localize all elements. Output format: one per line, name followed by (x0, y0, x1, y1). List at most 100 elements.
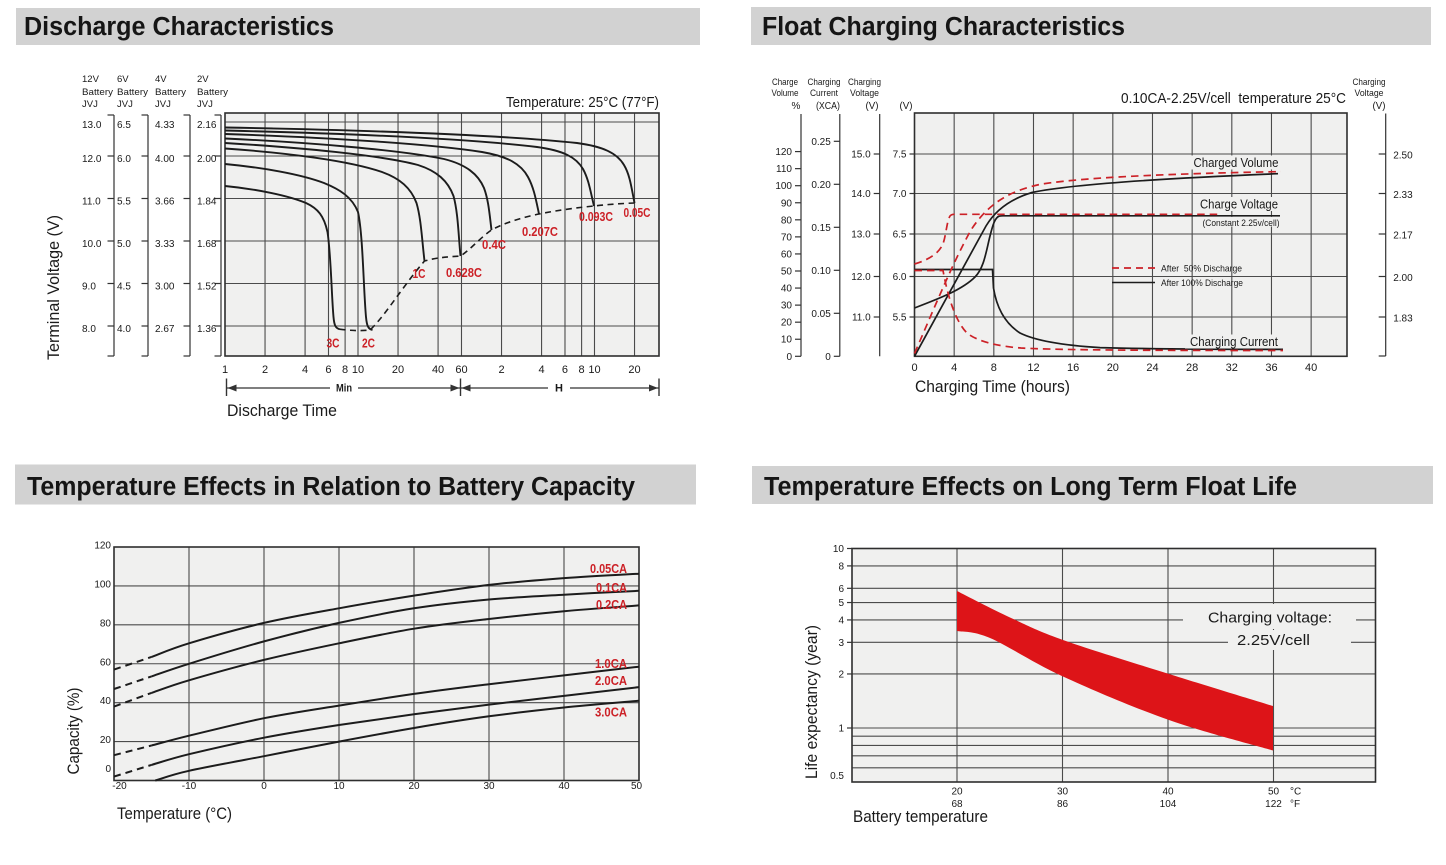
svg-text:Charge Voltage: Charge Voltage (1200, 197, 1278, 212)
svg-text:2C: 2C (362, 336, 375, 351)
svg-text:H: H (555, 383, 563, 395)
svg-text:24: 24 (1146, 362, 1158, 374)
svg-text:4.33: 4.33 (155, 120, 175, 131)
svg-text:5.0: 5.0 (117, 239, 131, 250)
svg-text:(XCA): (XCA) (816, 101, 840, 112)
svg-text:0.093C: 0.093C (579, 209, 613, 224)
svg-text:10: 10 (588, 364, 600, 376)
svg-text:80: 80 (100, 618, 112, 629)
svg-text:5: 5 (838, 598, 844, 609)
svg-text:Battery: Battery (155, 87, 186, 98)
svg-text:4: 4 (951, 362, 957, 374)
svg-text:5.5: 5.5 (117, 197, 131, 208)
svg-text:2V: 2V (197, 74, 209, 85)
svg-text:0.20: 0.20 (811, 180, 831, 191)
svg-text:Charge: Charge (772, 77, 798, 88)
svg-text:2.00: 2.00 (1393, 273, 1413, 284)
svg-text:9.0: 9.0 (82, 282, 96, 293)
svg-text:15.0: 15.0 (851, 150, 871, 161)
svg-text:-20: -20 (112, 781, 127, 792)
svg-text:13.0: 13.0 (851, 230, 871, 241)
svg-text:0.628C: 0.628C (446, 265, 483, 280)
svg-text:Min: Min (336, 383, 352, 395)
svg-text:Charging Time (hours): Charging Time (hours) (915, 377, 1070, 396)
svg-text:16: 16 (1067, 362, 1079, 374)
svg-text:4.00: 4.00 (155, 154, 175, 165)
svg-text:0.4C: 0.4C (482, 237, 507, 252)
svg-text:28: 28 (1186, 362, 1198, 374)
svg-text:10: 10 (352, 364, 364, 376)
svg-text:2.33: 2.33 (1393, 190, 1413, 201)
svg-text:30: 30 (781, 301, 793, 312)
svg-text:Life expectancy (year): Life expectancy (year) (803, 625, 821, 779)
svg-text:6: 6 (562, 364, 568, 376)
svg-text:Voltage: Voltage (850, 88, 879, 99)
svg-text:2.50: 2.50 (1393, 151, 1413, 162)
svg-text:4: 4 (302, 364, 308, 376)
svg-text:Battery: Battery (82, 87, 113, 98)
svg-text:11.0: 11.0 (82, 197, 101, 208)
svg-text:50: 50 (1268, 787, 1280, 798)
svg-text:100: 100 (94, 579, 111, 590)
svg-text:Discharge Time: Discharge Time (227, 401, 337, 420)
svg-text:60: 60 (781, 249, 793, 260)
svg-text:20: 20 (392, 364, 404, 376)
svg-text:86: 86 (1057, 799, 1069, 810)
svg-text:°F: °F (1290, 799, 1300, 810)
svg-text:4.5: 4.5 (117, 282, 131, 293)
svg-text:Capacity (%): Capacity (%) (65, 688, 83, 775)
svg-text:Temperature Effects in Relatio: Temperature Effects in Relation to Batte… (27, 473, 636, 501)
svg-text:4: 4 (539, 364, 545, 376)
svg-text:(Constant 2.25v/cell): (Constant 2.25v/cell) (1203, 218, 1280, 229)
svg-text:120: 120 (775, 147, 792, 158)
svg-text:4V: 4V (155, 74, 167, 85)
svg-text:Temperature Effects on Long Te: Temperature Effects on Long Term Float L… (764, 473, 1297, 501)
svg-text:Charging Current: Charging Current (1190, 334, 1278, 349)
svg-text:40: 40 (100, 696, 112, 707)
svg-text:14.0: 14.0 (851, 189, 871, 200)
svg-text:(V): (V) (866, 101, 879, 112)
svg-text:JVJ: JVJ (117, 99, 133, 110)
svg-text:70: 70 (781, 232, 793, 243)
svg-text:50: 50 (781, 267, 793, 278)
svg-text:°C: °C (1290, 787, 1301, 798)
svg-text:0: 0 (261, 781, 267, 792)
svg-text:(V): (V) (1373, 101, 1386, 112)
svg-text:6.0: 6.0 (117, 154, 131, 165)
svg-text:36: 36 (1265, 362, 1277, 374)
svg-text:6.5: 6.5 (117, 120, 131, 131)
svg-text:104: 104 (1160, 799, 1177, 810)
svg-text:60: 60 (100, 657, 112, 668)
svg-text:8.0: 8.0 (82, 324, 96, 335)
svg-text:Current: Current (810, 88, 838, 99)
svg-text:0.207C: 0.207C (522, 224, 559, 239)
svg-text:6V: 6V (117, 74, 129, 85)
svg-text:0: 0 (911, 362, 917, 374)
svg-text:0: 0 (825, 352, 831, 363)
svg-text:40: 40 (1162, 787, 1174, 798)
svg-text:13.0: 13.0 (82, 120, 102, 131)
svg-text:68: 68 (951, 799, 963, 810)
svg-text:6.5: 6.5 (893, 230, 907, 241)
svg-text:120: 120 (94, 541, 111, 552)
svg-text:Discharge Characteristics: Discharge Characteristics (24, 13, 334, 41)
svg-text:JVJ: JVJ (155, 99, 171, 110)
svg-text:8: 8 (838, 561, 844, 572)
svg-text:3C: 3C (327, 336, 340, 351)
svg-text:After 100% Discharge: After 100% Discharge (1161, 278, 1243, 289)
svg-text:11.0: 11.0 (852, 313, 871, 324)
svg-text:3.66: 3.66 (155, 197, 175, 208)
svg-text:40: 40 (1305, 362, 1317, 374)
svg-text:Terminal Voltage (V): Terminal Voltage (V) (44, 215, 63, 360)
svg-text:2.0CA: 2.0CA (595, 673, 628, 688)
svg-text:After 50% Discharge: After 50% Discharge (1161, 264, 1242, 275)
svg-text:0.05CA: 0.05CA (590, 561, 628, 576)
svg-text:7.5: 7.5 (893, 150, 907, 161)
svg-text:8: 8 (342, 364, 348, 376)
svg-text:100: 100 (775, 181, 792, 192)
svg-text:32: 32 (1226, 362, 1238, 374)
svg-text:Temperature (°C): Temperature (°C) (117, 805, 232, 823)
svg-text:20: 20 (408, 781, 420, 792)
svg-text:90: 90 (781, 198, 793, 209)
svg-text:JVJ: JVJ (197, 99, 213, 110)
